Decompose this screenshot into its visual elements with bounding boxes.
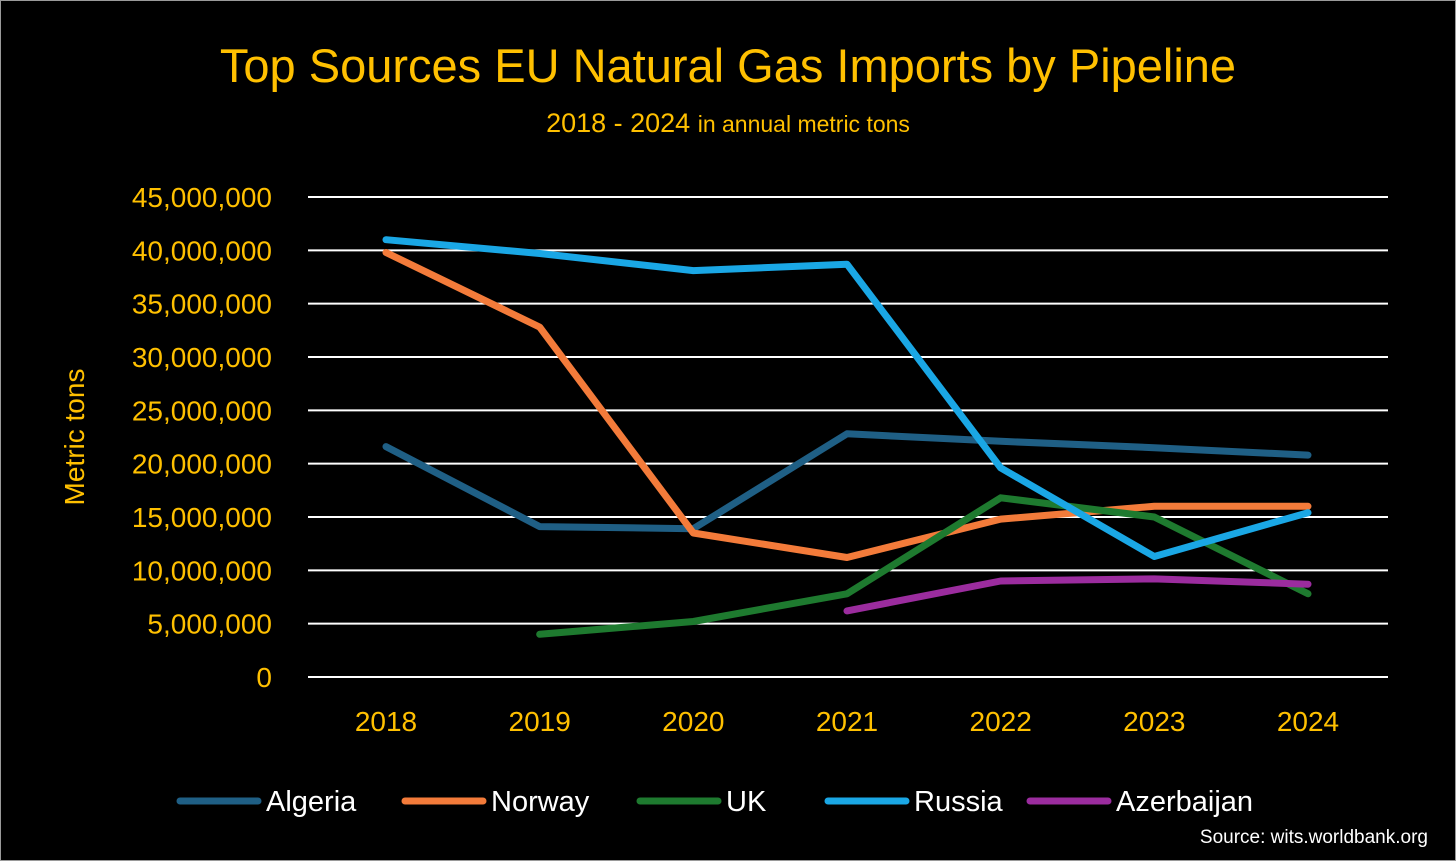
y-tick-label: 0: [256, 662, 272, 693]
data-point-russia: [692, 270, 694, 272]
data-point-algeria: [1153, 447, 1155, 449]
data-point-russia: [846, 263, 848, 265]
data-point-norway: [539, 326, 541, 328]
data-point-norway: [846, 557, 848, 559]
y-tick-label: 35,000,000: [132, 289, 272, 320]
chart-subtitle: 2018 - 2024 in annual metric tons: [0, 108, 1456, 139]
data-point-uk: [1153, 516, 1155, 518]
data-point-uk: [692, 621, 694, 623]
data-point-uk: [1000, 497, 1002, 499]
data-point-algeria: [539, 526, 541, 528]
data-point-azerbaijan: [1000, 580, 1002, 582]
data-point-azerbaijan: [1153, 578, 1155, 580]
data-point-azerbaijan: [846, 610, 848, 612]
y-tick-label: 45,000,000: [132, 182, 272, 213]
legend-label-norway: Norway: [491, 786, 590, 818]
data-point-azerbaijan: [1307, 583, 1309, 585]
x-tick-label: 2020: [662, 706, 724, 737]
legend-label-russia: Russia: [914, 786, 1004, 818]
data-point-uk: [846, 593, 848, 595]
series-line-algeria: [382, 430, 1312, 533]
x-tick-label: 2024: [1277, 706, 1339, 737]
legend-label-azerbaijan: Azerbaijan: [1116, 786, 1253, 818]
x-tick-label: 2018: [355, 706, 417, 737]
y-tick-label: 25,000,000: [132, 395, 272, 426]
data-point-norway: [1000, 518, 1002, 520]
y-tick-label: 15,000,000: [132, 502, 272, 533]
series-line-uk: [536, 494, 1312, 638]
x-tick-label: 2019: [509, 706, 571, 737]
data-point-uk: [1307, 593, 1309, 595]
data-point-norway: [692, 532, 694, 534]
x-tick-label: 2022: [970, 706, 1032, 737]
x-tick-label: 2023: [1123, 706, 1185, 737]
data-point-russia: [539, 253, 541, 255]
y-tick-label: 30,000,000: [132, 342, 272, 373]
chart-title: Top Sources EU Natural Gas Imports by Pi…: [219, 39, 1237, 92]
y-tick-label: 5,000,000: [147, 609, 272, 640]
data-point-russia: [1307, 512, 1309, 514]
series-line-norway: [382, 249, 1312, 561]
y-tick-label: 20,000,000: [132, 449, 272, 480]
data-point-russia: [1153, 555, 1155, 557]
subtitle-unit: in annual metric tons: [697, 111, 910, 137]
data-point-algeria: [385, 446, 387, 448]
y-tick-label: 10,000,000: [132, 555, 272, 586]
data-point-russia: [1000, 467, 1002, 469]
y-tick-label: 40,000,000: [132, 235, 272, 266]
subtitle-years: 2018 - 2024: [546, 108, 691, 138]
data-point-algeria: [846, 433, 848, 435]
source-note: Source: wits.worldbank.org: [1199, 827, 1428, 848]
legend-label-uk: UK: [726, 786, 767, 818]
data-point-algeria: [1000, 440, 1002, 442]
data-point-norway: [1153, 505, 1155, 507]
data-point-uk: [539, 633, 541, 635]
legend-label-algeria: Algeria: [266, 786, 357, 818]
data-point-russia: [385, 239, 387, 241]
data-point-norway: [1307, 505, 1309, 507]
series-line-azerbaijan: [843, 575, 1312, 615]
x-tick-label: 2021: [816, 706, 878, 737]
data-point-algeria: [1307, 454, 1309, 456]
data-point-norway: [385, 251, 387, 253]
